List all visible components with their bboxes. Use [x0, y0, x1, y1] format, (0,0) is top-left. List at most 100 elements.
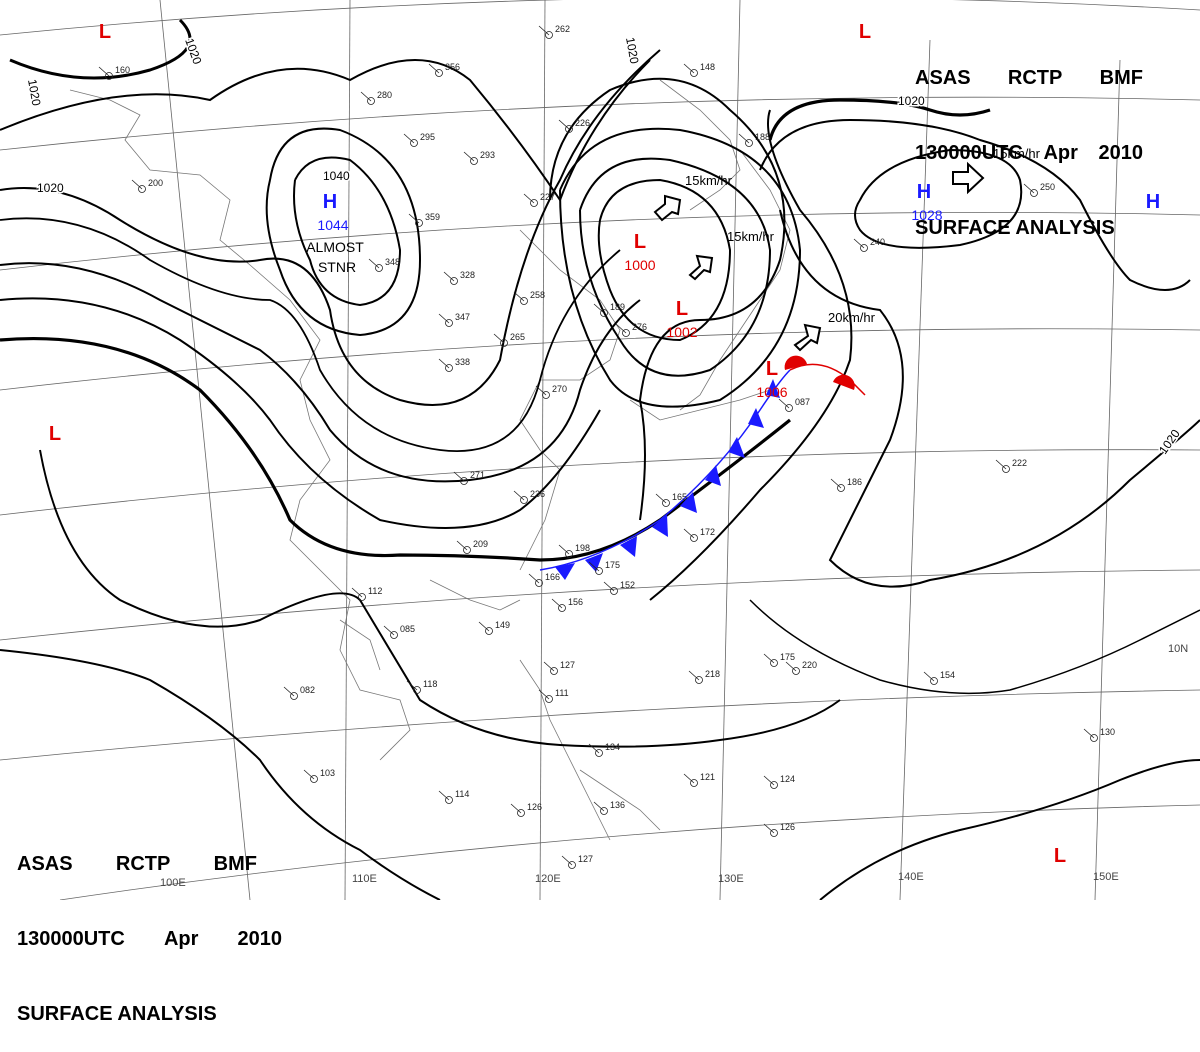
- weather-map: H 1044 H 1028 H L 1000 L 1002 L 1006 L L L L ALMOST STNR…: [0, 0, 1200, 900]
- wind-barb: [98, 66, 110, 77]
- wind-barb: [683, 773, 695, 784]
- isobar-label: 1020: [898, 94, 925, 108]
- high-center-symbol: H: [1146, 191, 1160, 213]
- header-month: Apr: [1043, 142, 1078, 164]
- motion-speed-label: 15km/hr: [993, 146, 1041, 161]
- latitude-label: 10N: [1168, 643, 1188, 655]
- wind-barb: [763, 653, 775, 664]
- station-circle: [695, 676, 703, 684]
- station-pressure: 111: [555, 688, 569, 698]
- chart-header-bottom-left: ASAS RCTP BMF 130000UTC Apr 2010 SURFACE ANA…: [17, 802, 282, 1052]
- station-pressure: 112: [368, 586, 382, 596]
- header-office: BMF: [1099, 67, 1143, 89]
- wind-barb: [551, 598, 563, 609]
- high-center-symbol: H: [917, 181, 931, 203]
- system-note: STNR: [318, 259, 356, 275]
- wind-barb: [785, 661, 797, 672]
- station-pressure: 134: [605, 742, 620, 752]
- wind-barb: [535, 385, 547, 396]
- station-pressure: 114: [455, 789, 469, 799]
- center-pressure-value: 1006: [756, 384, 787, 400]
- station-circle: [500, 339, 508, 347]
- station-pressure: 218: [705, 669, 720, 679]
- wind-barb: [1083, 728, 1095, 739]
- longitude-label: 110E: [352, 873, 377, 885]
- wind-barb: [655, 493, 667, 504]
- wind-barb: [513, 291, 525, 302]
- station-pressure: 172: [700, 527, 715, 537]
- station-circle: [545, 31, 553, 39]
- station-circle: [470, 157, 478, 165]
- station-circle: [558, 604, 566, 612]
- wind-barb: [406, 680, 418, 691]
- station-circle: [770, 829, 778, 837]
- station-circle: [290, 692, 298, 700]
- station-pressure: 258: [530, 290, 545, 300]
- chart-header-top-right: ASAS RCTP BMF 130000UTC Apr 2010 SURFACE ANA…: [915, 16, 1143, 266]
- station-circle: [460, 477, 468, 485]
- station-pressure: 200: [148, 178, 163, 188]
- station-pressure: 087: [795, 397, 810, 407]
- wind-barb: [1023, 183, 1035, 194]
- station-pressure: 126: [527, 802, 542, 812]
- wind-barb: [351, 587, 363, 598]
- wind-barb: [588, 561, 600, 572]
- isobar-label: 1040: [323, 169, 350, 183]
- station-pressure: 328: [460, 270, 475, 280]
- longitude-label: 100E: [160, 877, 186, 889]
- low-center-symbol: L: [859, 21, 871, 43]
- station-circle: [445, 364, 453, 372]
- station-pressure: 085: [400, 624, 415, 634]
- station-circle: [565, 550, 573, 558]
- station-pressure: 118: [423, 679, 437, 689]
- station-pressure: 293: [480, 150, 495, 160]
- station-pressure: 127: [578, 854, 593, 864]
- wind-barb: [778, 398, 790, 409]
- station-circle: [413, 686, 421, 694]
- wind-barb: [443, 271, 455, 282]
- station-pressure: 265: [510, 332, 525, 342]
- wind-barb: [403, 133, 415, 144]
- station-circle: [837, 484, 845, 492]
- station-pressure: 347: [455, 312, 470, 322]
- isobar-label: 1020: [1156, 427, 1183, 457]
- high-center-symbol: H: [323, 191, 337, 213]
- arrow-icon: [952, 161, 985, 195]
- station-circle: [463, 546, 471, 554]
- station-pressure: 152: [620, 580, 635, 590]
- station-circle: [622, 329, 630, 337]
- header-year: 2010: [237, 928, 282, 950]
- station-circle: [1002, 465, 1010, 473]
- station-pressure: 188: [755, 132, 770, 142]
- station-circle: [415, 219, 423, 227]
- station-pressure: 356: [445, 62, 460, 72]
- wind-barb: [615, 323, 627, 334]
- station-circle: [565, 125, 573, 133]
- station-circle: [1090, 734, 1098, 742]
- station-circle: [792, 667, 800, 675]
- station-pressure: 130: [1100, 727, 1115, 737]
- wind-barb: [438, 358, 450, 369]
- wind-barb: [438, 313, 450, 324]
- header-time: 130000UTC: [17, 928, 125, 950]
- station-circle: [550, 667, 558, 675]
- station-circle: [1030, 189, 1038, 197]
- station-pressure: 148: [700, 62, 715, 72]
- station-circle: [745, 139, 753, 147]
- header-year: 2010: [1098, 142, 1143, 164]
- station-pressure: 126: [780, 822, 795, 832]
- station-circle: [517, 809, 525, 817]
- station-circle: [435, 69, 443, 77]
- wind-barb: [603, 581, 615, 592]
- wind-barb: [283, 686, 295, 697]
- station-pressure: 262: [555, 24, 570, 34]
- station-pressure: 165: [672, 492, 687, 502]
- longitude-label: 150E: [1093, 871, 1119, 883]
- station-pressure: 198: [575, 543, 590, 553]
- wind-barb: [438, 790, 450, 801]
- low-center-symbol: L: [99, 21, 111, 43]
- header-office: BMF: [213, 853, 257, 875]
- station-pressure: 189: [610, 302, 625, 312]
- station-pressure: 240: [870, 237, 885, 247]
- wind-barb: [688, 670, 700, 681]
